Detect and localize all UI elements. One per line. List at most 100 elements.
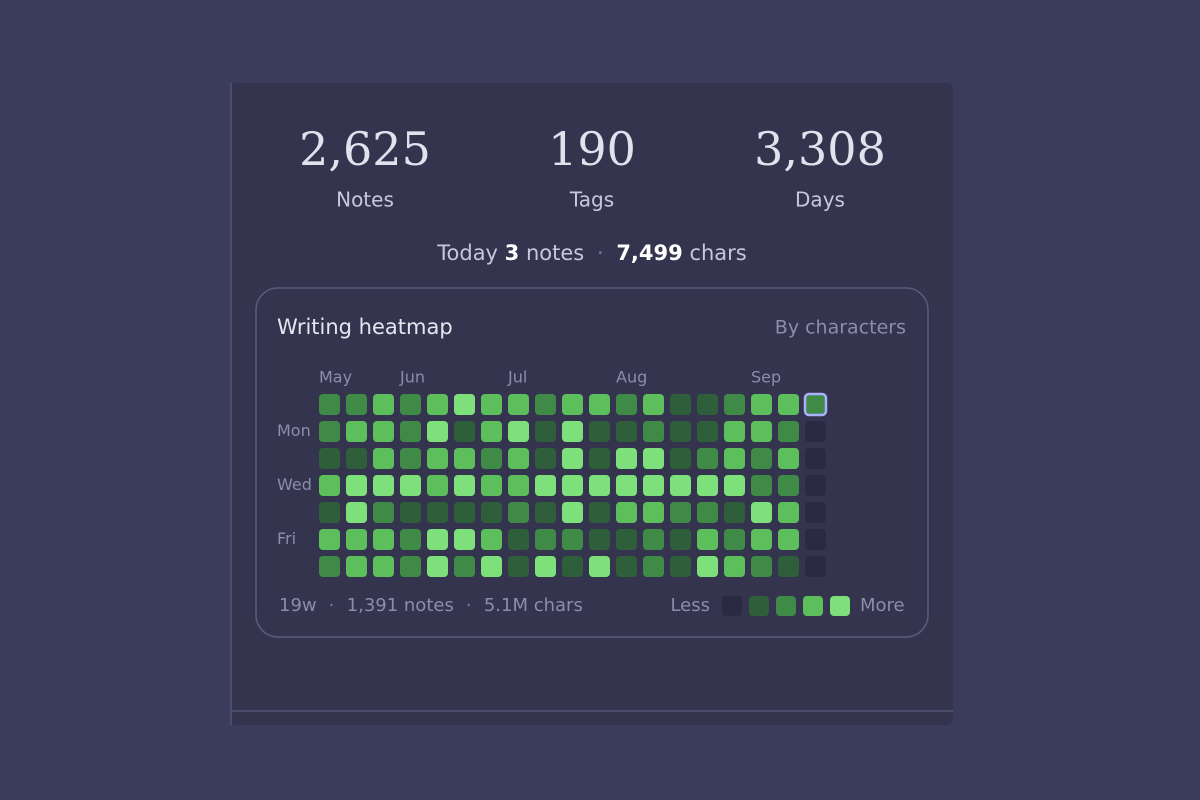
heatmap-cell (751, 448, 772, 469)
today-notes-label: notes (526, 241, 584, 265)
heatmap-cell (319, 529, 340, 550)
today-notes-count: 3 (505, 241, 520, 265)
stat-value: 190 (548, 122, 636, 176)
heatmap-cell (751, 529, 772, 550)
heatmap-cell (508, 475, 529, 496)
heatmap-cell (481, 502, 502, 523)
heatmap-cell (535, 475, 556, 496)
stat-label: Notes (336, 188, 394, 212)
heatmap-cell (562, 475, 583, 496)
heatmap-cell (562, 529, 583, 550)
heatmap-cell (427, 502, 448, 523)
heatmap-cell (400, 502, 421, 523)
legend-swatch (776, 596, 796, 616)
heatmap-cell (670, 529, 691, 550)
heatmap-cell (508, 502, 529, 523)
heatmap-cell (454, 475, 475, 496)
legend-less: Less (670, 595, 710, 616)
heatmap-cell (724, 421, 745, 442)
heatmap-cell (805, 475, 826, 496)
heatmap-cell (535, 529, 556, 550)
heatmap-cell (319, 394, 340, 415)
heatmap-cell (400, 556, 421, 577)
heatmap-cell (454, 556, 475, 577)
heatmap-mode[interactable]: By characters (775, 317, 906, 339)
heatmap-cell (319, 475, 340, 496)
heatmap-cell (616, 529, 637, 550)
heatmap-cell (751, 556, 772, 577)
heatmap-cell (805, 448, 826, 469)
heatmap-cell (697, 394, 718, 415)
heatmap-cell (373, 475, 394, 496)
heatmap-cell (319, 502, 340, 523)
heatmap-cell (400, 394, 421, 415)
day-label: Mon (277, 421, 311, 440)
heatmap-cell (373, 556, 394, 577)
heatmap-cell (427, 421, 448, 442)
heatmap-cell (805, 556, 826, 577)
heatmap-cell (589, 475, 610, 496)
heatmap-cell (803, 392, 828, 417)
heatmap-cell (454, 394, 475, 415)
legend-swatch (722, 596, 742, 616)
heatmap-cell (454, 448, 475, 469)
heatmap-cell (724, 475, 745, 496)
heatmap-cell (535, 421, 556, 442)
heatmap-cell (805, 529, 826, 550)
heatmap-cell (481, 448, 502, 469)
stat-label: Tags (569, 188, 614, 212)
heatmap-cell (481, 394, 502, 415)
heatmap-cell (481, 556, 502, 577)
heatmap-cell (373, 421, 394, 442)
heatmap-cell (589, 556, 610, 577)
heatmap-cell (346, 556, 367, 577)
heatmap-cell (724, 529, 745, 550)
heatmap-cell (643, 421, 664, 442)
heatmap-cell (724, 394, 745, 415)
month-label: Jul (507, 368, 527, 387)
heatmap-cell (616, 448, 637, 469)
day-label: Wed (277, 475, 312, 494)
month-label: Jun (399, 368, 425, 387)
heatmap-title: Writing heatmap (277, 315, 453, 339)
heatmap-cell (589, 502, 610, 523)
heatmap-cell (508, 556, 529, 577)
heatmap-cell (616, 394, 637, 415)
heatmap-cell (643, 502, 664, 523)
heatmap-cell (400, 475, 421, 496)
heatmap-cell (346, 502, 367, 523)
heatmap-cell (724, 556, 745, 577)
heatmap-cell (643, 394, 664, 415)
heatmap-cell (670, 502, 691, 523)
heatmap-cell (751, 475, 772, 496)
heatmap-cell (400, 529, 421, 550)
heatmap-cell (697, 421, 718, 442)
heatmap-cell (481, 475, 502, 496)
heatmap-cell (427, 394, 448, 415)
heatmap-cell (535, 502, 556, 523)
heatmap-cell (670, 421, 691, 442)
heatmap-cell (562, 394, 583, 415)
legend-more: More (860, 595, 905, 616)
heatmap-cell (751, 421, 772, 442)
heatmap-cell (670, 394, 691, 415)
heatmap-cell (724, 502, 745, 523)
legend-swatch (830, 596, 850, 616)
footer-weeks: 19w (279, 595, 317, 616)
heatmap-cell (616, 421, 637, 442)
heatmap-cell (670, 556, 691, 577)
heatmap-cell (697, 475, 718, 496)
today-chars-count: 7,499 (616, 241, 682, 265)
heatmap-cell (454, 529, 475, 550)
heatmap-cell (346, 475, 367, 496)
heatmap-cell (373, 502, 394, 523)
heatmap-cell (535, 448, 556, 469)
month-label: May (319, 368, 352, 387)
heatmap-cell (697, 556, 718, 577)
heatmap-cell (508, 394, 529, 415)
heatmap-cell (562, 502, 583, 523)
heatmap-cell (400, 448, 421, 469)
heatmap-cell (643, 529, 664, 550)
today-chars-label: chars (689, 241, 746, 265)
